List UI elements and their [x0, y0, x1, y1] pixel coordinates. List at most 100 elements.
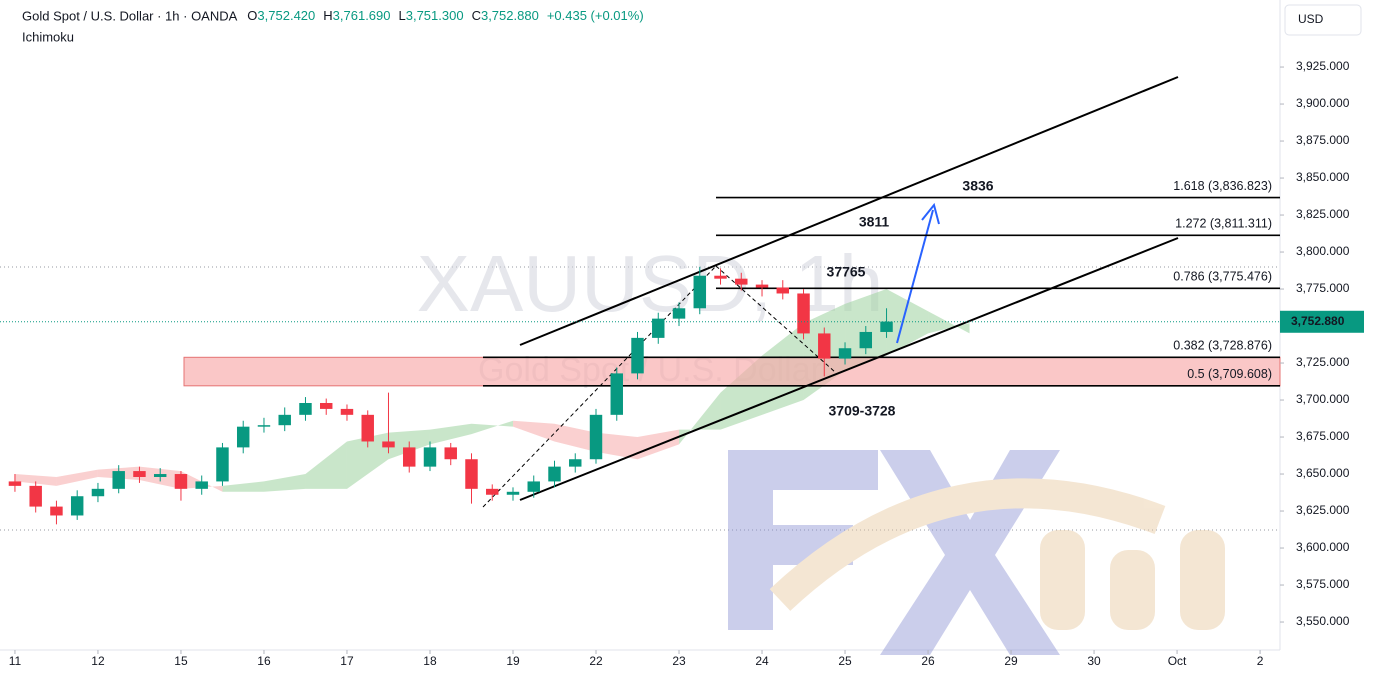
candle-body — [880, 321, 893, 332]
currency-button[interactable] — [1284, 4, 1362, 36]
candle-body — [382, 441, 395, 448]
candle-body — [714, 275, 727, 279]
y-tick-label: 3,600.000 — [1296, 540, 1350, 554]
arrow-head — [921, 202, 940, 225]
y-tick-label: 3,925.000 — [1296, 59, 1350, 73]
cloud-segment — [928, 311, 970, 334]
candle-body — [278, 414, 291, 426]
channel-upper — [519, 76, 1179, 346]
cloud-segment — [56, 469, 98, 486]
fib-label: 0.382 (3,728.876) — [1173, 339, 1272, 353]
candle-body — [755, 284, 769, 288]
candle-body — [465, 459, 478, 489]
x-tick-label: 2 — [1257, 654, 1264, 668]
candle-body — [776, 287, 790, 294]
logo-a — [1110, 550, 1155, 630]
fib-label: 0.5 (3,709.608) — [1187, 367, 1272, 381]
ohlc-key: L — [399, 8, 406, 23]
x-tick-label: 15 — [174, 654, 188, 668]
cloud-segment — [512, 420, 555, 442]
cloud-segment — [346, 432, 389, 489]
candle-body — [236, 426, 250, 448]
candle-body — [91, 488, 105, 497]
ohlc-value: 3,761.690 — [333, 8, 391, 23]
header: Gold Spot / U.S. Dollar · 1h · OANDA O3,… — [22, 4, 1362, 44]
candle-body — [153, 474, 167, 477]
candle-body — [299, 402, 312, 415]
logo-p — [1040, 530, 1085, 630]
x-tick-label: Oct — [1168, 654, 1187, 668]
cloud-segment — [222, 481, 264, 492]
candle-body — [50, 506, 63, 516]
candle-body — [70, 496, 84, 516]
last-price-label: 3,752.880 — [1291, 314, 1345, 328]
candle-body — [133, 471, 146, 477]
watermark-symbol: XAUUSD, 1h — [417, 239, 884, 328]
candle-body — [174, 474, 188, 489]
candle-body — [735, 278, 748, 285]
x-tick-label: 29 — [1004, 654, 1018, 668]
cloud-segment — [471, 420, 513, 435]
x-tick-label: 19 — [506, 654, 520, 668]
candles — [8, 266, 893, 525]
fib-label: 1.618 (3,836.823) — [1173, 179, 1272, 193]
y-tick-label: 3,850.000 — [1296, 170, 1350, 184]
y-tick-label: 3,650.000 — [1296, 466, 1350, 480]
y-tick-label: 3,775.000 — [1296, 281, 1350, 295]
cloud-segment — [180, 471, 223, 492]
candle-body — [589, 414, 603, 460]
x-tick-label: 11 — [9, 654, 22, 668]
annotation: 3709-3728 — [829, 403, 896, 419]
annotation: 37765 — [827, 264, 866, 280]
candle-body — [403, 447, 416, 467]
y-tick-label: 3,875.000 — [1296, 133, 1350, 147]
fib-label: 1.272 (3,811.311) — [1175, 217, 1272, 231]
candle-body — [693, 275, 706, 309]
annotation: 3811 — [859, 214, 890, 230]
candle-body — [486, 488, 499, 495]
candle-body — [423, 447, 437, 467]
candle-body — [797, 293, 810, 334]
candle-body — [29, 485, 42, 507]
y-tick-label: 3,900.000 — [1296, 96, 1350, 110]
y-tick-label: 3,700.000 — [1296, 392, 1350, 406]
candle-body — [216, 447, 229, 482]
indicator-label: Ichimoku — [22, 29, 74, 44]
candle-body — [340, 408, 354, 415]
ohlc-key: O — [247, 8, 257, 23]
candle-body — [112, 471, 125, 489]
ohlc-key: C — [472, 8, 481, 23]
candle-body — [527, 481, 540, 492]
y-tick-label: 3,550.000 — [1296, 614, 1350, 628]
cloud-segment — [886, 289, 929, 356]
ohlc-change: +0.435 (+0.01%) — [547, 8, 644, 23]
candle-body — [320, 402, 333, 409]
fib-label: 0.786 (3,775.476) — [1173, 270, 1272, 284]
y-tick-label: 3,800.000 — [1296, 244, 1350, 258]
x-tick-label: 26 — [921, 654, 935, 668]
y-tick-label: 3,625.000 — [1296, 503, 1350, 517]
candle-body — [838, 348, 852, 359]
x-tick-label: 25 — [838, 654, 852, 668]
candle-body — [569, 459, 582, 467]
candle-body — [361, 414, 374, 442]
cloud-segment — [14, 474, 57, 486]
x-tick-label: 17 — [340, 654, 354, 668]
x-tick-label: 12 — [91, 654, 105, 668]
ohlc-value: 3,751.300 — [406, 8, 464, 23]
y-tick-label: 3,675.000 — [1296, 429, 1350, 443]
candle-body — [859, 331, 873, 349]
candle-body — [195, 481, 208, 489]
candle-body — [506, 491, 520, 495]
x-tick-label: 22 — [589, 654, 603, 668]
last-price-tag — [1280, 310, 1364, 333]
x-tick-label: 23 — [672, 654, 686, 668]
currency[interactable]: USD — [1298, 12, 1324, 26]
support-zone-rect — [183, 356, 1281, 387]
fib-leg — [715, 265, 836, 373]
axes: 3,550.000 3,575.000 3,600.000 3,625.000 3,65… — [0, 59, 1364, 668]
